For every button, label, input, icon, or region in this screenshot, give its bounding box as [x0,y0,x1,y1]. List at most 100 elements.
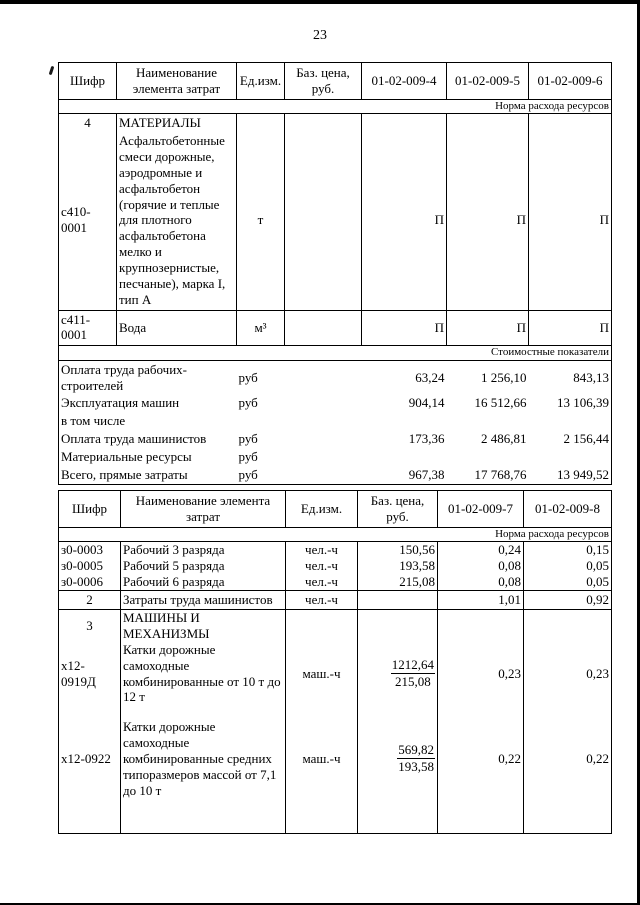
cost-value: 2 156,44 [563,431,610,447]
cost-label: Всего, прямые затраты [61,466,188,482]
empty-cell [285,412,362,430]
table-norms-009-4-5-6: Шифр Наименование элемента затрат Ед.изм… [58,62,612,485]
row-unit: чел.-ч [285,557,358,574]
price-denominator: 193,58 [398,759,434,775]
empty-cell [285,448,362,466]
cost-value [362,448,447,466]
cost-value: 173,36 [408,431,445,447]
cost-value [447,448,529,466]
cost-row-materials: Материальные ресурсы руб [59,448,612,466]
section-number: 3 [58,608,121,642]
empty-cell [285,802,358,834]
cost-label: в том числе [61,413,126,429]
row-unit: чел.-ч [285,573,358,591]
row-unit: маш.-ч [285,641,358,720]
empty-cell [523,608,612,642]
cost-row-machinists: Оплата труда машинистов руб 173,36 2 486… [59,430,612,448]
norm-value: 0,92 [523,589,612,610]
norm-value: 0,24 [437,541,524,558]
empty-cell [58,802,121,834]
empty-cell [357,802,438,834]
norm-value: 0,05 [523,573,612,591]
machine-row-roller-10-12: х12-0919Д Катки дорожные самоходные комб… [58,641,612,720]
empty-cell [284,132,362,311]
price-numerator: 1212,64 [390,657,435,675]
cost-unit: руб [238,431,258,447]
cost-value: 63,24 [415,369,445,385]
empty-cell [528,113,612,133]
base-price: 193,58 [357,557,438,574]
machine-row-roller-7-10: х12-0922 Катки дорожные самоходные комби… [58,719,612,803]
price-numerator: 569,82 [397,742,435,760]
cost-unit: руб [238,395,258,411]
header-norm-009-8: 01-02-009-8 [523,490,612,528]
scan-speck [48,65,55,76]
empty-cell [284,113,362,133]
header-code: Шифр [58,62,117,100]
table-2-container: Шифр Наименование элемента затрат Ед.изм… [58,490,612,834]
cost-label: Оплата труда рабочих-строителей [61,361,187,393]
cost-unit: руб [238,369,258,385]
cost-value: 1 256,10 [481,369,527,385]
base-price-fraction: 1212,64 215,08 [390,657,435,691]
norm-value: 0,08 [437,573,524,591]
table-norms-009-7-8: Шифр Наименование элемента затрат Ед.изм… [58,490,612,834]
header-price: Баз. цена, руб. [357,490,438,528]
norm-value: П [446,309,529,346]
row-code: з0-0003 [58,541,121,558]
norm-value: П [361,309,447,346]
empty-cell [446,113,529,133]
cost-unit: руб [238,449,258,464]
material-row-asphalt: с410-0001 Асфальтобетонные смеси дорожны… [58,132,612,311]
cost-value: 17 768,76 [474,466,527,482]
table-1-container: Шифр Наименование элемента затрат Ед.изм… [58,62,612,485]
norm-value: 0,15 [523,541,612,558]
cost-row-labor: Оплата труда рабочих-строителей руб 63,2… [59,360,612,394]
row-unit: чел.-ч [285,541,358,558]
cost-unit [237,412,285,430]
cost-value [447,412,529,430]
row-unit: чел.-ч [285,589,358,610]
cost-row-machines: Эксплуатация машин руб 904,14 16 512,66 … [59,394,612,412]
norm-value: 0,22 [437,719,524,803]
norm-value: П [528,132,612,311]
norm-value: П [446,132,529,311]
worker-row-grade5: з0-0005 Рабочий 5 разряда чел.-ч 193,58 … [58,557,612,574]
empty-cell [361,113,447,133]
header-name: Наименование элемента затрат [116,62,237,100]
cost-value: 16 512,66 [474,395,527,411]
header-unit: Ед.изм. [236,62,285,100]
table2-empty-space-row [58,802,612,834]
empty-cell [285,394,362,412]
empty-cell [285,466,362,484]
row-name: Рабочий 6 разряда [120,573,286,591]
cost-label: Эксплуатация машин [61,395,180,411]
norm-value: 0,23 [437,641,524,720]
norm-value: 0,22 [523,719,612,803]
cost-value: 843,13 [573,369,609,385]
material-row-water: с411-0001 Вода м³ П П П [58,309,612,346]
norm-value: П [361,132,447,311]
row-unit: маш.-ч [285,719,358,803]
worker-row-grade3: з0-0003 Рабочий 3 разряда чел.-ч 150,56 … [58,541,612,558]
row-code: 2 [58,589,121,610]
empty-cell [357,608,438,642]
empty-cell [236,113,285,133]
row-code: х12-0922 [58,719,121,803]
norm-band-label: Норма расхода ресурсов [58,526,612,543]
cost-row-total: Всего, прямые затраты руб 967,38 17 768,… [59,466,612,484]
base-price-cell: 1212,64 215,08 [357,641,438,720]
empty-cell [285,608,358,642]
header-price: Баз. цена, руб. [284,62,362,100]
cost-value: 904,14 [408,395,445,411]
row-name: Вода [116,309,237,346]
cost-value: 967,38 [408,466,445,482]
cost-value: 13 106,39 [557,395,609,411]
cost-unit: руб [238,466,258,482]
empty-cell [437,608,524,642]
section-number: 4 [58,113,117,133]
row-name: Катки дорожные самоходные комбинированны… [120,719,286,803]
cost-label: Материальные ресурсы [61,449,192,464]
row-code: с411-0001 [58,309,117,346]
